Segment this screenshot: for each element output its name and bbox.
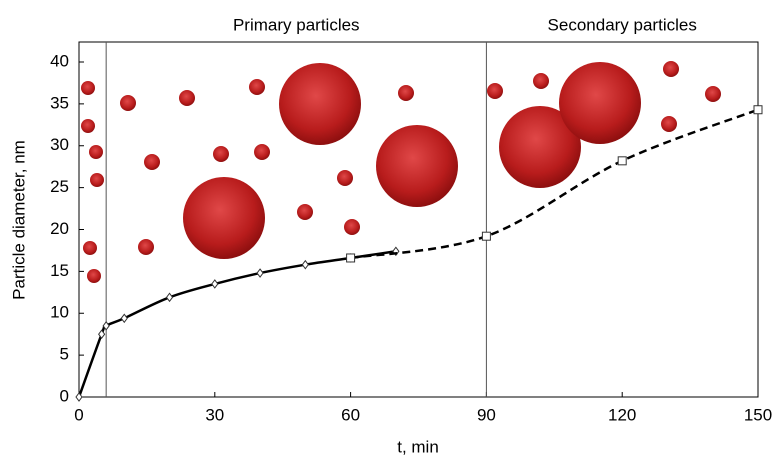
marker <box>75 392 83 402</box>
particle-cluster <box>81 119 95 133</box>
particle-cluster <box>90 173 104 187</box>
particle-cluster <box>89 145 103 159</box>
particle-cluster <box>499 106 581 188</box>
particle-cluster <box>337 170 353 186</box>
y-tick-label: 20 <box>50 219 69 238</box>
region-label: Secondary particles <box>548 15 697 34</box>
region-label: Primary particles <box>233 15 360 34</box>
particle-cluster <box>533 73 549 89</box>
particle-cluster <box>487 83 503 99</box>
series-line <box>77 250 397 398</box>
particle-cluster <box>254 144 270 160</box>
y-tick-label: 15 <box>50 261 69 280</box>
x-axis-label: t, min <box>397 437 439 456</box>
marker <box>301 259 309 270</box>
marker <box>256 268 264 278</box>
particle-cluster <box>213 146 229 162</box>
particle-cluster <box>81 81 95 95</box>
particle-cluster <box>183 177 265 259</box>
marker <box>211 279 219 289</box>
particle-cluster <box>279 63 361 145</box>
y-axis-label: Particle diameter, nm <box>9 140 28 300</box>
particle-cluster <box>559 62 641 144</box>
particle-cluster <box>344 219 360 235</box>
particle-cluster <box>179 90 195 106</box>
particle-cluster <box>249 79 265 95</box>
y-tick-label: 25 <box>50 177 69 196</box>
x-tick-label: 150 <box>744 405 772 424</box>
particle-cluster <box>87 269 101 283</box>
x-tick-label: 30 <box>205 405 224 424</box>
marker <box>120 313 128 324</box>
particle-cluster <box>663 61 679 77</box>
x-tick-label: 90 <box>477 405 496 424</box>
y-tick-label: 30 <box>50 135 69 154</box>
particle-cluster <box>138 239 154 255</box>
particle-cluster <box>297 204 313 220</box>
particle-clusters <box>81 61 721 283</box>
plot-frame <box>78 41 759 398</box>
particle-cluster <box>661 116 677 132</box>
series-line <box>350 108 759 260</box>
y-tick-label: 35 <box>50 93 69 112</box>
x-tick-label: 120 <box>608 405 636 424</box>
y-tick-label: 5 <box>60 345 69 364</box>
marker <box>753 105 763 115</box>
particle-cluster <box>120 95 136 111</box>
y-tick-label: 0 <box>60 386 69 405</box>
particle-cluster <box>83 241 97 255</box>
y-tick-label: 10 <box>50 303 69 322</box>
marker <box>98 329 106 340</box>
particle-cluster <box>376 125 458 207</box>
marker <box>346 253 356 263</box>
marker <box>617 156 627 166</box>
x-tick-label: 60 <box>341 405 360 424</box>
marker <box>165 292 174 303</box>
particle-cluster <box>705 86 721 102</box>
marker <box>102 320 110 331</box>
particle-cluster <box>398 85 414 101</box>
x-tick-label: 0 <box>74 405 83 424</box>
particle-cluster <box>144 154 160 170</box>
y-tick-label: 40 <box>50 51 69 70</box>
marker <box>481 231 491 241</box>
